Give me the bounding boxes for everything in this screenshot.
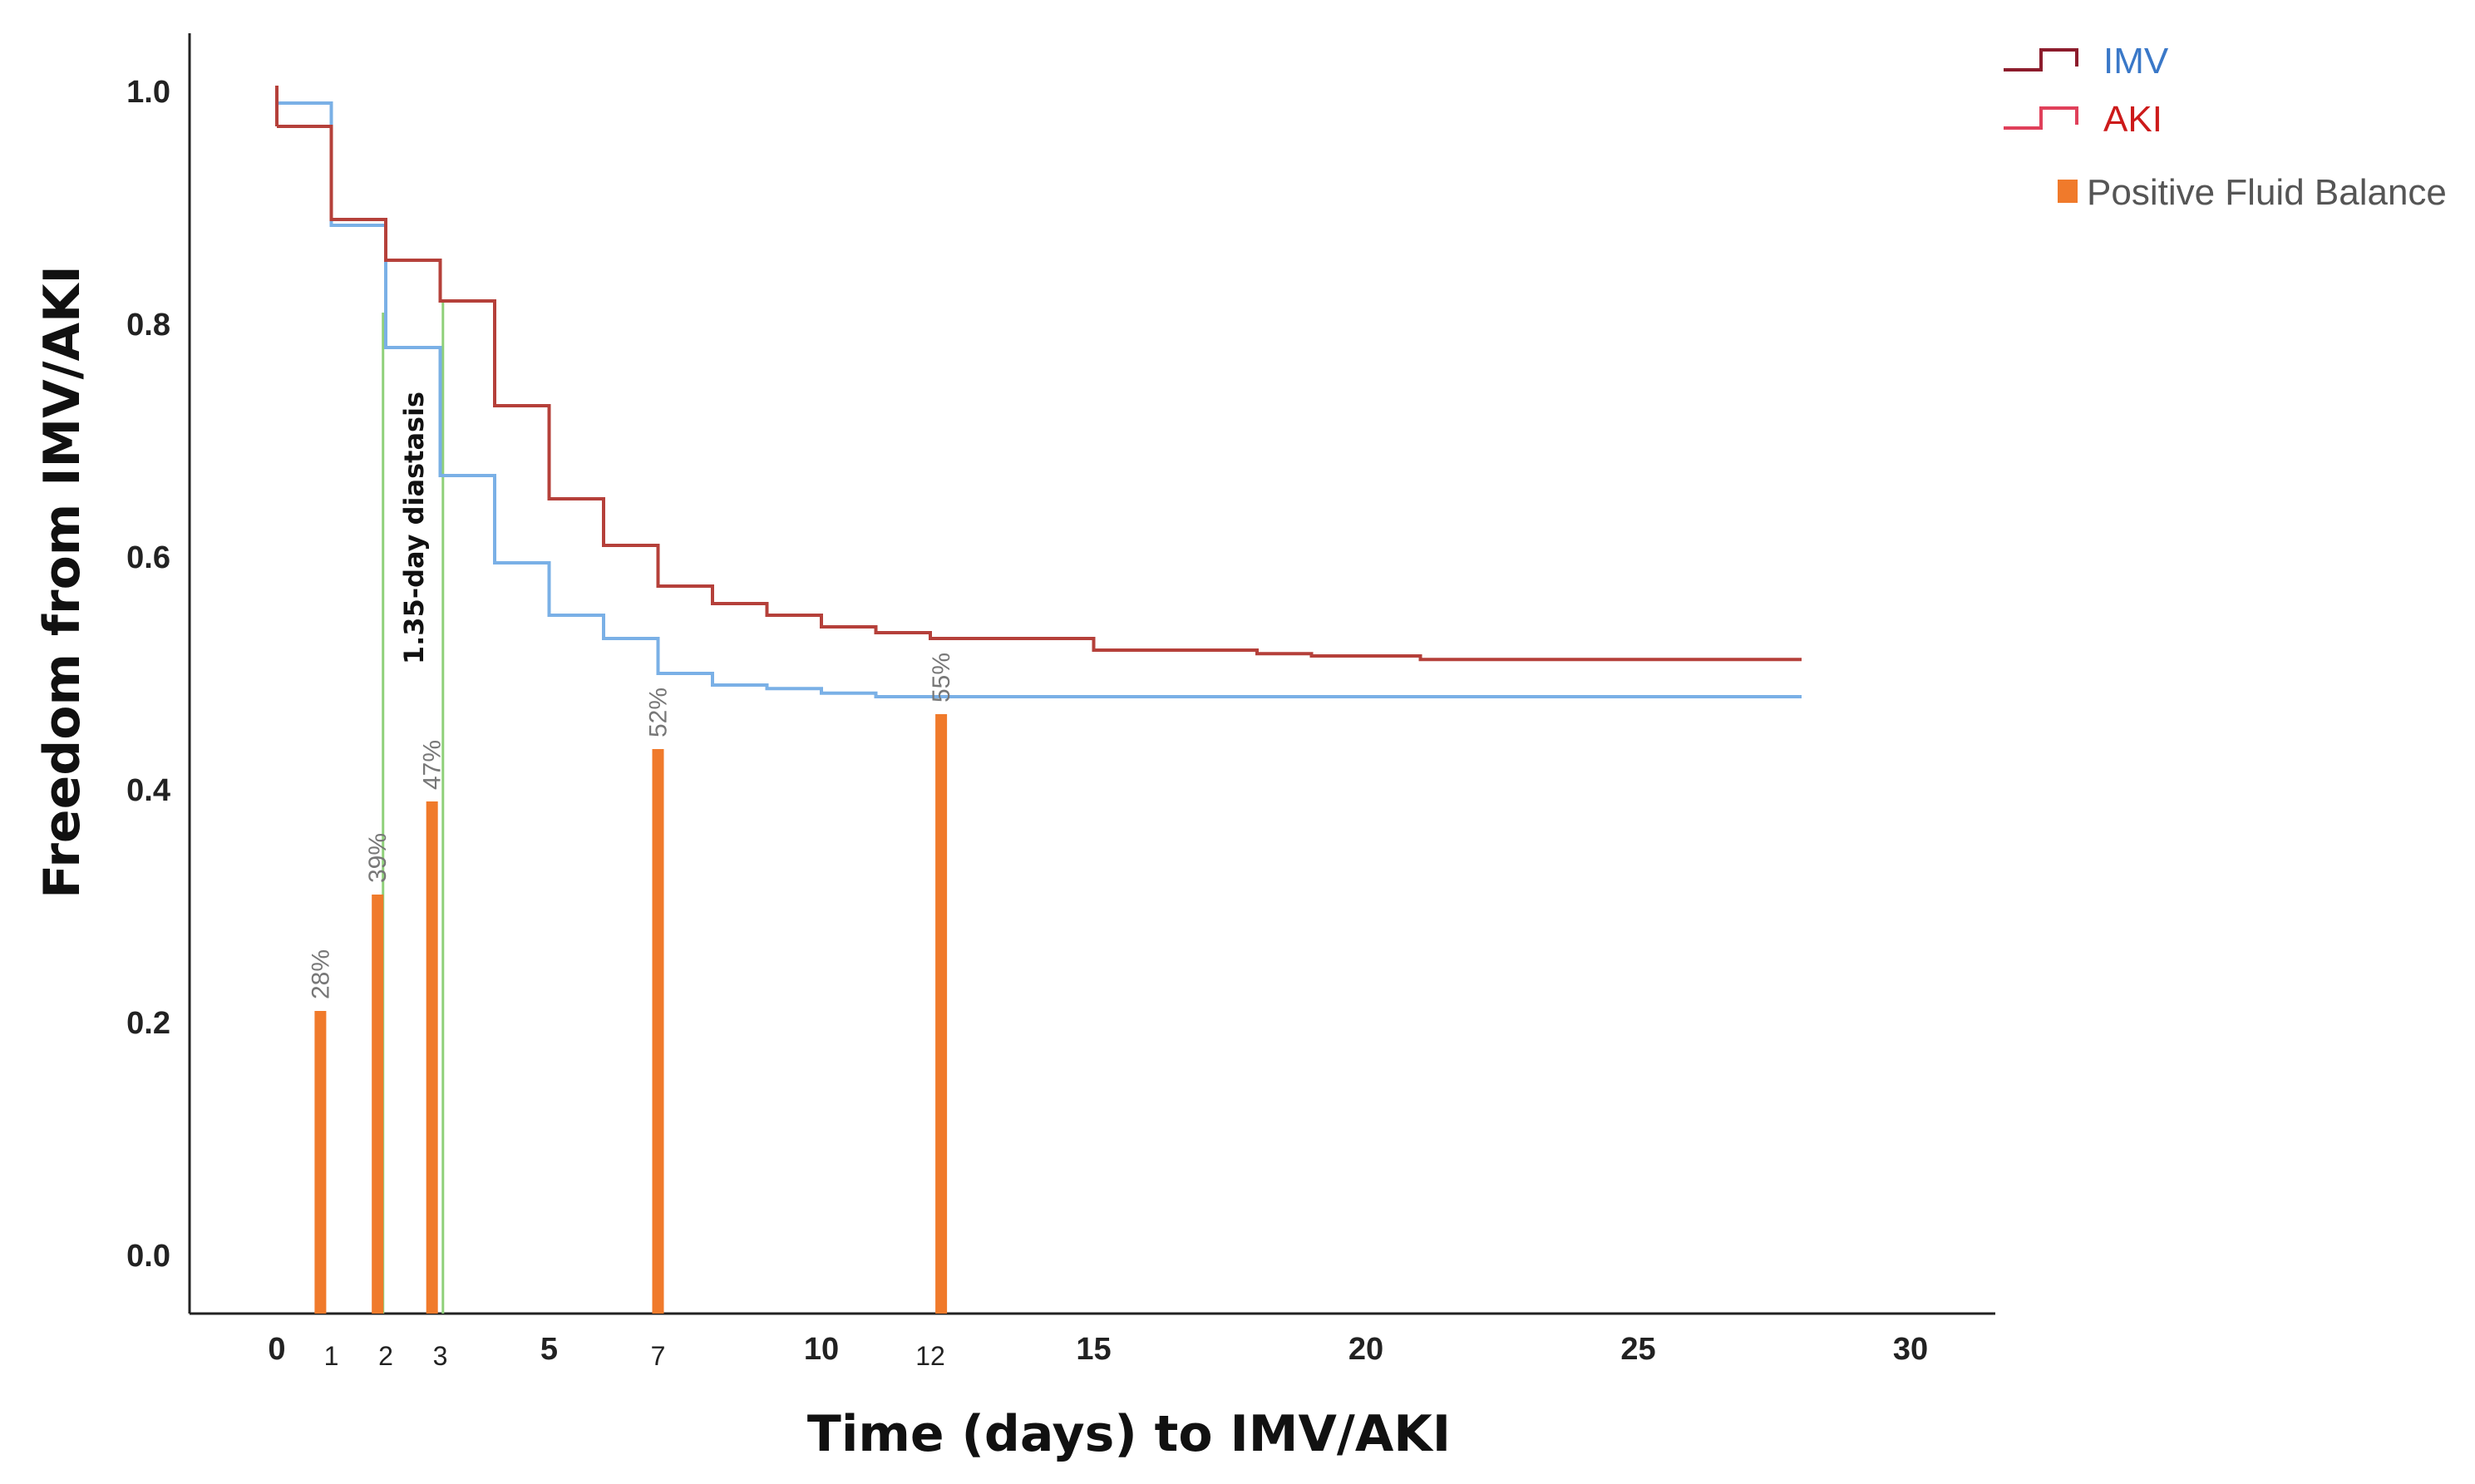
bar-value-label: 39% (364, 833, 392, 883)
fluid-balance-bar (314, 1011, 327, 1314)
diastasis-label: 1.35-day diastasis (398, 392, 430, 664)
legend-item-fluid-balance-swatch (2058, 180, 2078, 203)
bar-value-label: 52% (645, 688, 673, 737)
series-line-imv (277, 101, 1802, 698)
series-line-aki (277, 125, 1802, 662)
y-tick-label: 0.2 (126, 1006, 170, 1041)
legend-item-fluid-balance-label: Positive Fluid Balance (2087, 172, 2447, 213)
y-tick-label: 0.8 (126, 308, 170, 343)
legend-item-aki-swatch (2004, 106, 2078, 130)
x-axis-title: Time (days) to IMV/AKI (807, 1405, 1451, 1463)
fluid-balance-bar (372, 895, 384, 1314)
fluid-balance-bar (652, 749, 664, 1314)
x-tick-label: 10 (804, 1332, 839, 1367)
x-tick-label-minor: 2 (378, 1341, 393, 1371)
y-tick-label: 0.0 (126, 1239, 170, 1274)
legend-item-imv-label: IMV (2103, 41, 2169, 81)
bar-value-label: 55% (928, 653, 955, 703)
fluid-balance-bar (426, 801, 438, 1314)
x-tick-label: 15 (1076, 1332, 1111, 1367)
legend-item-aki-label: AKI (2103, 99, 2162, 140)
fluid-balance-bar (935, 714, 948, 1314)
x-tick-labels: 0 5 10 15 20 25 301 2 3 7 12 (268, 1332, 1928, 1371)
bar-value-label: 28% (307, 949, 334, 999)
y-tick-label: 0.4 (126, 773, 170, 808)
x-tick-label-minor: 7 (651, 1341, 666, 1371)
x-tick-label-minor: 12 (915, 1341, 945, 1371)
diastasis-annotation: 1.35-day diastasis (382, 301, 445, 1314)
fluid-balance-bars: 28% 39% 47% 52% 55% (307, 653, 955, 1314)
bar-value-label: 47% (419, 740, 446, 790)
x-tick-label-minor: 1 (324, 1341, 339, 1371)
x-tick-label: 30 (1893, 1332, 1928, 1367)
y-axis-title: Freedom from IMV/AKI (33, 265, 91, 899)
legend-item-imv-swatch (2004, 48, 2078, 71)
survival-curves (275, 86, 1802, 698)
legend: IMV AKI Positive Fluid Balance (2004, 41, 2447, 213)
x-tick-label: 5 (540, 1332, 558, 1367)
x-tick-label: 25 (1620, 1332, 1655, 1367)
x-tick-label: 20 (1348, 1332, 1383, 1367)
y-tick-label: 1.0 (126, 75, 170, 110)
x-tick-label-minor: 3 (433, 1341, 448, 1371)
y-tick-label: 0.6 (126, 540, 170, 575)
y-tick-labels: 0.0 0.2 0.4 0.6 0.8 1.0 (126, 75, 170, 1274)
x-tick-label: 0 (268, 1332, 285, 1367)
